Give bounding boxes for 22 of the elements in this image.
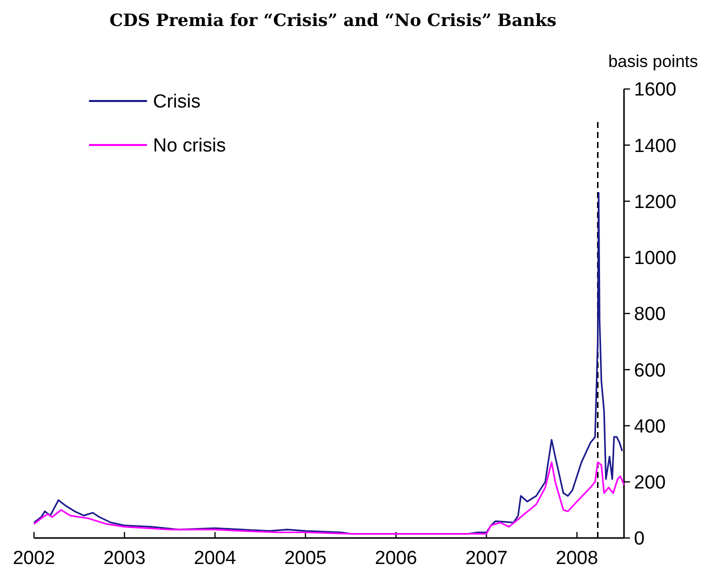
x-tick-label: 2005 bbox=[284, 548, 327, 569]
y-tick-label: 800 bbox=[634, 304, 666, 326]
y-tick-label: 1600 bbox=[634, 80, 676, 101]
y-tick-label: 0 bbox=[634, 528, 645, 550]
x-tick-label: 2004 bbox=[194, 548, 237, 569]
x-tick-label: 2007 bbox=[465, 548, 508, 569]
legend-label: Crisis bbox=[153, 92, 200, 113]
y-tick-label: 200 bbox=[634, 472, 666, 494]
y-axis-title: basis points bbox=[608, 52, 698, 71]
line-series bbox=[33, 461, 625, 535]
legend-label: No crisis bbox=[153, 136, 226, 157]
y-tick-label: 1200 bbox=[634, 192, 676, 213]
chart-title: CDS Premia for “Crisis” and “No Crisis” Banks bbox=[109, 11, 557, 31]
y-tick-label: 1400 bbox=[634, 136, 676, 157]
y-tick-label: 1000 bbox=[634, 248, 676, 270]
y-tick-label: 400 bbox=[634, 416, 666, 438]
x-tick-label: 2008 bbox=[556, 548, 598, 569]
line-series bbox=[33, 192, 623, 535]
x-tick-label: 2006 bbox=[374, 548, 418, 569]
x-tick-label: 2003 bbox=[103, 548, 146, 569]
x-tick-label: 2002 bbox=[12, 548, 56, 569]
y-tick-label: 600 bbox=[634, 360, 666, 382]
